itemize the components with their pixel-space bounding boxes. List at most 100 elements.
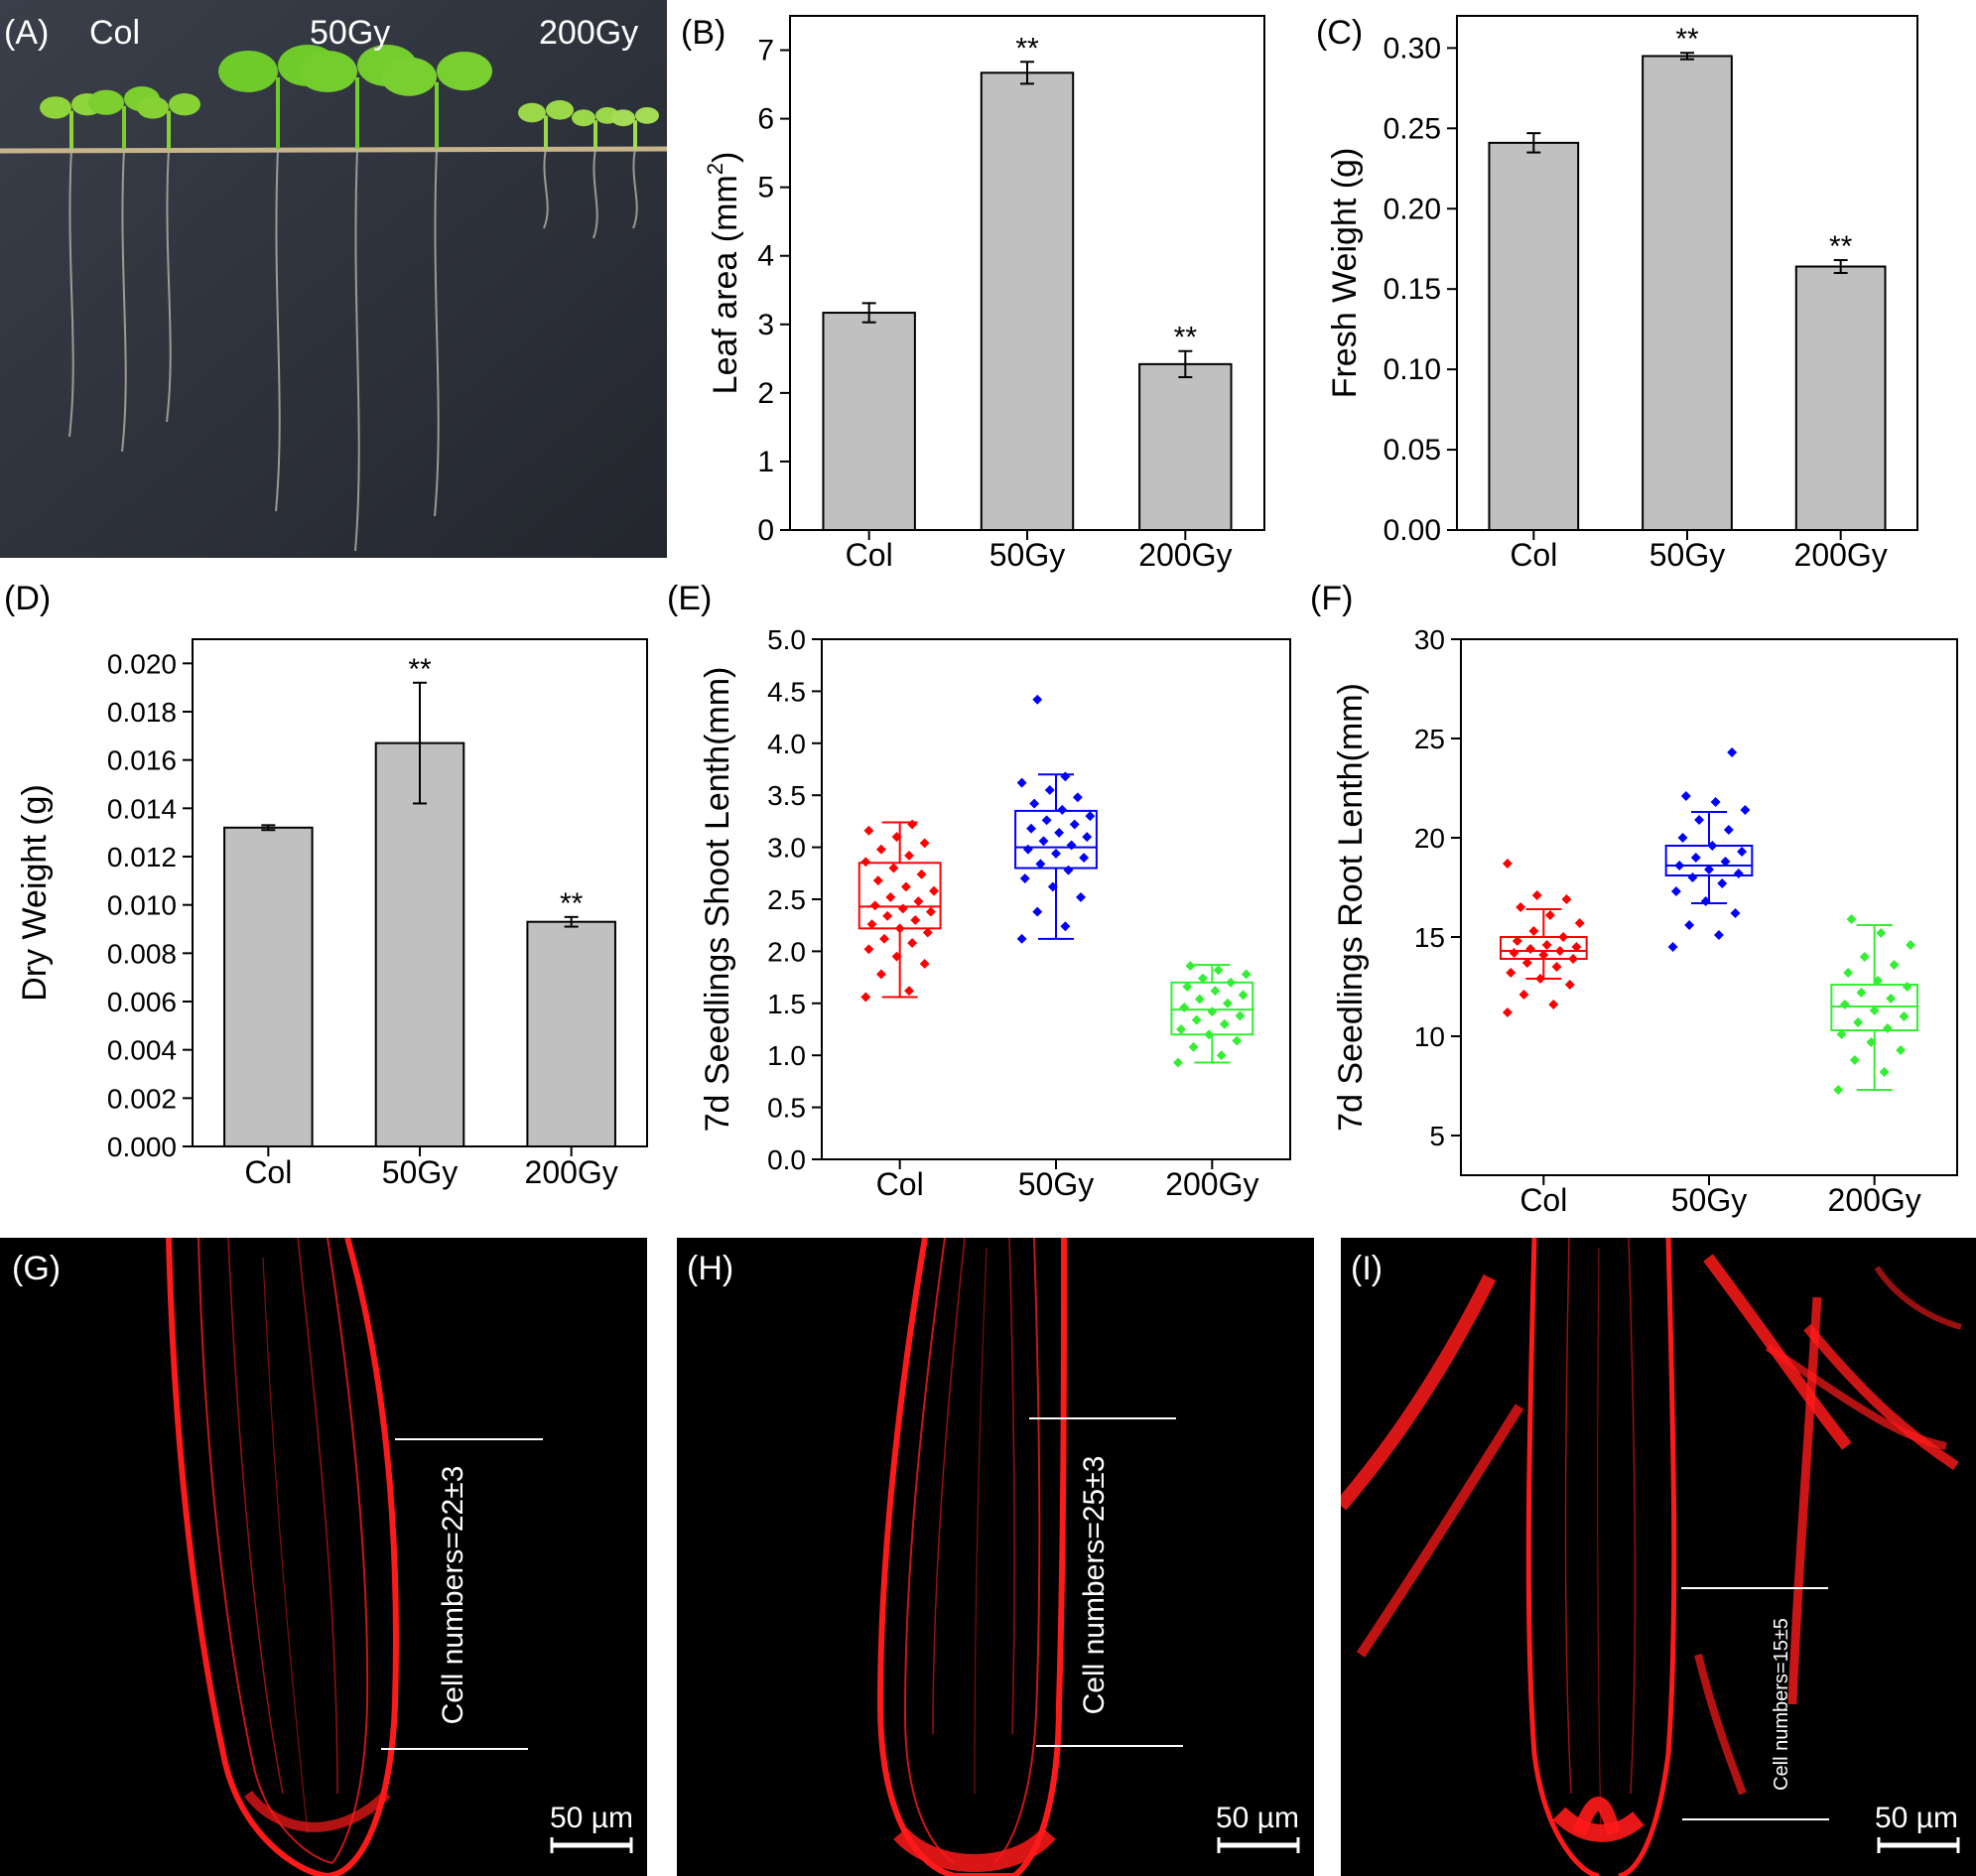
panel-label-f: (F): [1310, 580, 1354, 617]
data-point: [1179, 1003, 1190, 1012]
cotyledon-left: [88, 89, 124, 115]
y-tick-label: 25: [1414, 724, 1445, 754]
photo-label-50gy: 50Gy: [310, 14, 391, 52]
data-point: [1879, 1067, 1890, 1077]
bar: [1138, 362, 1233, 531]
data-point: [1226, 977, 1237, 988]
data-point: [904, 851, 914, 861]
x-category-label: Col: [1510, 537, 1557, 573]
x-category-label: Col: [1519, 1182, 1567, 1218]
data-point: [1235, 1010, 1246, 1021]
data-point: [925, 906, 936, 917]
y-tick-label: 2.5: [767, 884, 806, 915]
data-point: [1219, 1018, 1230, 1029]
bar: [223, 826, 314, 1148]
panel-label-g: (G): [12, 1250, 62, 1287]
panel-c: (C) 0.00 0.05 0.10 0.15 0.20 0.25 0.30 Col 50Gy 2…: [1310, 0, 1976, 596]
y-tick-label: 0.002: [107, 1083, 177, 1114]
y-tick-label: 0.018: [107, 697, 177, 728]
y-tick-label: 5: [1429, 1121, 1445, 1151]
data-point: [885, 891, 896, 902]
string-line: [0, 146, 667, 154]
data-point: [1737, 847, 1748, 857]
data-point: [1509, 948, 1519, 958]
data-point: [1733, 869, 1744, 878]
seedling-photo-drawing: [0, 0, 667, 558]
panel-e: (E) 0.0 0.5 1.0 1.5 2.0 2.5 3.0 3.5 4.0 4.5 5.0 Col…: [667, 576, 1310, 1211]
significance-mark: **: [408, 653, 432, 686]
y-axis-label: 7d Seedlings Shoot Lenth(mm): [699, 667, 736, 1133]
data-point: [1085, 811, 1096, 822]
panel-label-b: (B): [681, 14, 726, 52]
y-tick-label: 0.0: [767, 1144, 806, 1175]
data-point: [1700, 896, 1711, 906]
data-point: [1054, 827, 1065, 838]
data-point: [1176, 1024, 1187, 1034]
data-point: [1204, 1029, 1215, 1040]
data-point: [1740, 805, 1751, 815]
data-point: [1082, 832, 1093, 843]
y-tick-label: 0.15: [1383, 273, 1441, 306]
cotyledon-left: [381, 57, 437, 96]
bar: [526, 920, 616, 1148]
y-tick-label: 3: [757, 309, 774, 341]
data-point: [891, 832, 902, 843]
bar: [1794, 265, 1887, 531]
data-point: [1069, 819, 1080, 830]
data-point: [1886, 994, 1897, 1004]
data-point: [1568, 954, 1579, 964]
x-category-label: 50Gy: [1018, 1166, 1094, 1202]
data-point: [1846, 914, 1857, 924]
data-point: [1060, 771, 1071, 782]
x-category-label: Col: [846, 537, 893, 573]
root: [166, 148, 172, 423]
root: [121, 148, 127, 453]
data-point: [891, 951, 902, 962]
panel-f: (F) 5 10 15 20 25 30 Col 50Gy 200Gy 7d Seedlings …: [1310, 576, 1976, 1231]
y-tick-label: 0.020: [107, 648, 177, 679]
cotyledon-right: [635, 107, 659, 124]
data-point: [1502, 1007, 1513, 1017]
y-tick-label: 0.30: [1383, 32, 1441, 65]
y-axis-label-end: ): [707, 152, 744, 163]
significance-mark: **: [1829, 230, 1853, 263]
data-point: [1853, 1017, 1864, 1027]
y-tick-label: 0.016: [107, 745, 177, 776]
data-point: [1674, 861, 1685, 871]
cell-count-annotation: Cell numbers=15±5: [1771, 1618, 1792, 1791]
data-point: [1032, 906, 1043, 917]
data-point: [1531, 890, 1542, 900]
y-tick-label: 6: [757, 103, 774, 136]
data-point: [1047, 881, 1058, 892]
data-point: [1022, 844, 1033, 855]
micrograph-h: Cell numbers=25±3 50 µm (H): [677, 1238, 1314, 1876]
data-point: [907, 938, 918, 948]
data-point: [1063, 865, 1074, 875]
y-axis-label: 7d Seedlings Root Lenth(mm): [1332, 683, 1370, 1132]
data-point: [1677, 833, 1688, 843]
chart-d-svg: 0.000 0.002 0.004 0.006 0.008 0.010 0.012 0.014…: [16, 638, 648, 1190]
x-category-label: 200Gy: [525, 1154, 618, 1190]
data-point: [1707, 841, 1718, 851]
cotyledon-left: [572, 109, 595, 127]
x-category-label: 200Gy: [1165, 1166, 1258, 1202]
root: [275, 148, 281, 512]
data-point: [1232, 1035, 1243, 1046]
data-point: [1515, 902, 1526, 912]
scale-bar-label: 50 µm: [1875, 1802, 1958, 1834]
y-tick-label: 0.10: [1383, 353, 1441, 386]
data-point: [897, 903, 908, 914]
data-point: [1241, 969, 1251, 980]
bar: [374, 741, 465, 1147]
x-category-label: 50Gy: [382, 1154, 458, 1190]
photo-label-200gy: 200Gy: [539, 14, 639, 52]
data-point: [929, 885, 939, 896]
data-point: [879, 933, 889, 944]
root: [434, 148, 440, 517]
y-tick-label: 3.0: [767, 833, 806, 864]
data-point: [1882, 1023, 1893, 1033]
data-point: [1717, 878, 1728, 888]
y-tick-label: 7: [757, 35, 774, 67]
data-point: [1188, 1041, 1199, 1052]
data-point: [875, 844, 886, 855]
